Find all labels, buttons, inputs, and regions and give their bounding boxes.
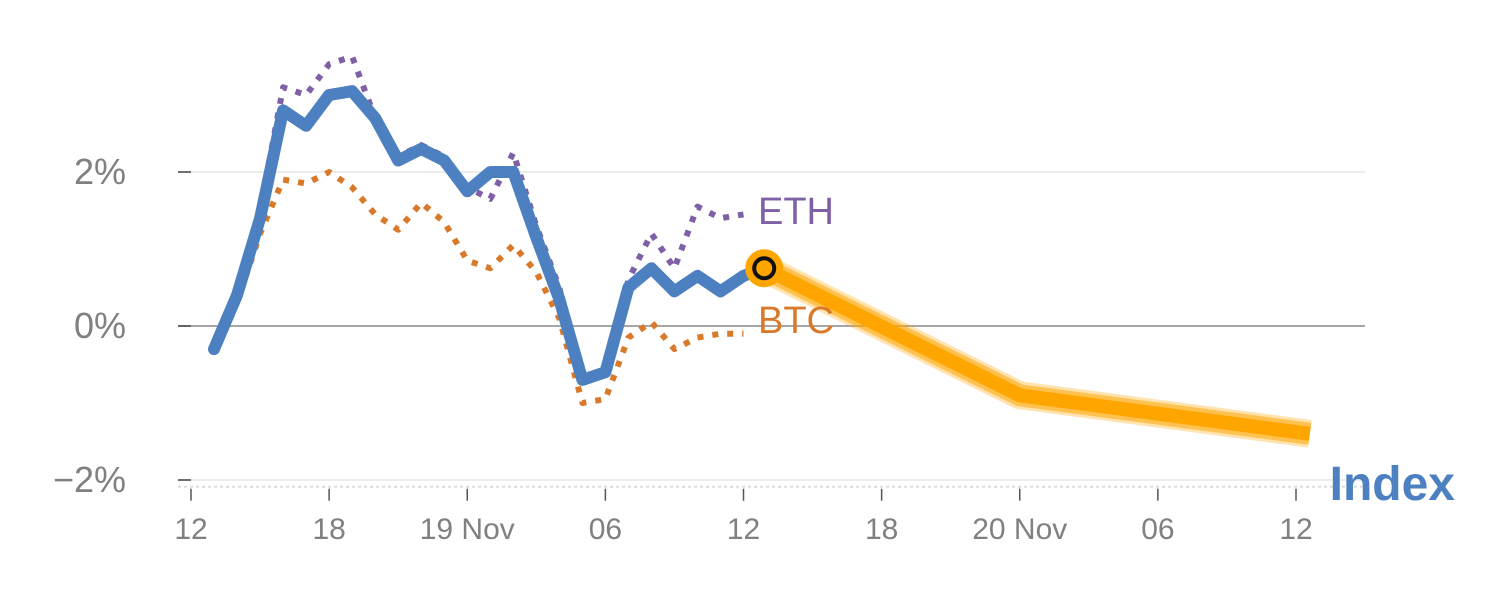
series-lines bbox=[208, 53, 771, 406]
x-tick-label: 12 bbox=[727, 513, 760, 546]
index-series-line bbox=[208, 85, 771, 386]
x-tick-label: 12 bbox=[174, 513, 207, 546]
btc-series-label: BTC bbox=[758, 300, 834, 342]
btc-series-line bbox=[211, 169, 744, 406]
x-tick-label: 12 bbox=[1279, 513, 1312, 546]
grid-lines bbox=[178, 171, 1365, 488]
y-axis: −2% 0% 2% bbox=[53, 151, 191, 500]
forecast-halo bbox=[757, 255, 1312, 448]
current-point-dot bbox=[752, 256, 777, 281]
eth-series-line bbox=[211, 53, 744, 387]
x-tick-label: 18 bbox=[312, 513, 345, 546]
index-series-label: Index bbox=[1330, 458, 1456, 511]
y-tick-label: −2% bbox=[53, 459, 126, 500]
x-tick-label: 18 bbox=[865, 513, 898, 546]
forecast-band bbox=[757, 255, 1312, 448]
series-labels: ETH BTC Index bbox=[758, 191, 1455, 511]
x-tick-label: 06 bbox=[1141, 513, 1174, 546]
eth-series-label: ETH bbox=[758, 191, 834, 233]
x-axis: 12 18 19 Nov 06 12 18 20 Nov 06 12 bbox=[174, 488, 1313, 546]
x-tick-label: 19 Nov bbox=[420, 513, 515, 546]
current-marker bbox=[745, 249, 784, 288]
x-tick-label: 06 bbox=[589, 513, 622, 546]
x-tick-label: 20 Nov bbox=[972, 513, 1067, 546]
y-tick-label: 0% bbox=[74, 305, 126, 346]
y-tick-label: 2% bbox=[74, 151, 126, 192]
forecast-line bbox=[761, 262, 1311, 441]
